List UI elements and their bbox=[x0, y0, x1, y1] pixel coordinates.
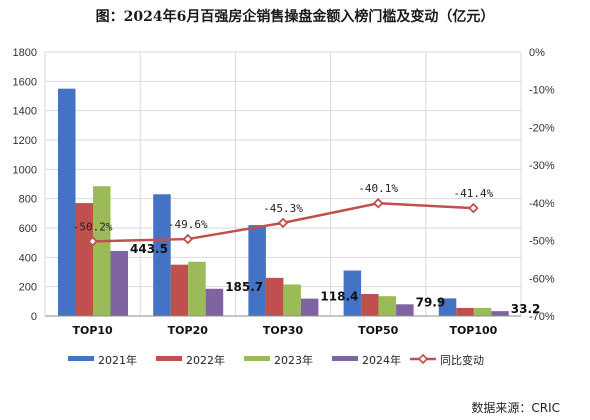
data-labels: 443.5 185.7 118.4 79.9 33.2 -50.2% -49.6% -45.3… bbox=[73, 182, 541, 316]
yoy-label: -50.2% bbox=[73, 220, 113, 233]
yoy-marker bbox=[277, 217, 289, 229]
yoy-label: -41.4% bbox=[454, 187, 494, 200]
legend-2024-label: 2024年 bbox=[362, 353, 401, 367]
yoy-label: -40.1% bbox=[358, 182, 398, 195]
x-tick-label: TOP30 bbox=[263, 324, 304, 337]
legend-2022-label: 2022年 bbox=[186, 353, 225, 367]
bar-2024年-TOP10 bbox=[110, 250, 128, 316]
y-right-tick-label: 0% bbox=[529, 47, 545, 59]
yoy-label: -49.6% bbox=[168, 218, 208, 231]
legend: 2021年 2022年 2023年 2024年 同比变动 bbox=[68, 353, 484, 367]
bar-2022年-TOP20 bbox=[170, 264, 189, 316]
bar-2023年-TOP10 bbox=[93, 186, 111, 316]
chart-title: 图：2024年6月百强房企销售操盘金额入榜门槛及变动（亿元） bbox=[96, 8, 495, 25]
yoy-label: -45.3% bbox=[263, 202, 303, 215]
bar-2021年-TOP10 bbox=[58, 88, 76, 317]
legend-2023-label: 2023年 bbox=[274, 353, 313, 367]
y-left-tick-label: 1600 bbox=[13, 76, 37, 88]
bar-2024年-TOP20 bbox=[205, 288, 224, 316]
legend-2023-swatch bbox=[244, 356, 270, 361]
y-right-tick-label: -70% bbox=[529, 311, 555, 323]
bar-2024年-TOP50 bbox=[396, 304, 414, 316]
y-right-tick-label: -10% bbox=[529, 85, 555, 97]
data-label-2024: 33.2 bbox=[511, 302, 541, 316]
bar-2021年-TOP50 bbox=[343, 270, 362, 316]
bar-2022年-TOP50 bbox=[361, 294, 379, 316]
x-tick-label: TOP50 bbox=[358, 324, 399, 337]
yoy-marker bbox=[182, 233, 194, 245]
bar-2021年-TOP30 bbox=[248, 225, 266, 316]
y-left-tick-label: 1000 bbox=[13, 164, 37, 176]
yoy-marker bbox=[87, 236, 98, 247]
data-label-2024: 443.5 bbox=[130, 242, 168, 256]
bar-2023年-TOP50 bbox=[378, 296, 397, 316]
bar-2023年-TOP30 bbox=[283, 284, 301, 316]
bar-group bbox=[58, 88, 509, 317]
bar-2024年-TOP100 bbox=[491, 311, 509, 316]
y-left-tick-label: 400 bbox=[19, 252, 37, 264]
bar-2021年-TOP100 bbox=[438, 298, 457, 316]
x-tick-label: TOP20 bbox=[168, 324, 209, 337]
yoy-marker bbox=[372, 197, 384, 209]
legend-2021-label: 2021年 bbox=[98, 353, 137, 367]
y-right-tick-label: -30% bbox=[529, 160, 555, 172]
legend-2024-swatch bbox=[332, 356, 358, 361]
legend-yoy-marker bbox=[417, 353, 429, 365]
y-left-tick-label: 800 bbox=[19, 194, 37, 206]
x-tick-label: TOP100 bbox=[449, 324, 497, 337]
y-left-tick-label: 200 bbox=[19, 282, 37, 294]
legend-2021-swatch bbox=[68, 356, 94, 361]
bar-2022年-TOP100 bbox=[456, 307, 474, 316]
source-note: 数据来源：CRIC bbox=[471, 400, 560, 415]
bar-2021年-TOP20 bbox=[153, 194, 171, 316]
y-left-tick-label: 0 bbox=[31, 311, 37, 323]
y-right-tick-label: -40% bbox=[529, 198, 555, 210]
y-right-tick-label: -50% bbox=[529, 236, 555, 248]
data-label-2024: 79.9 bbox=[416, 295, 446, 309]
y-right-tick-label: -60% bbox=[529, 273, 555, 285]
yoy-line-group bbox=[87, 197, 479, 247]
x-tick-label: TOP10 bbox=[72, 324, 113, 337]
y-left-tick-label: 1400 bbox=[13, 106, 37, 118]
bar-2022年-TOP10 bbox=[75, 203, 93, 316]
bar-2023年-TOP100 bbox=[473, 307, 492, 316]
legend-2022-swatch bbox=[156, 356, 182, 361]
y-right-tick-label: -20% bbox=[529, 122, 555, 134]
legend-yoy-label: 同比变动 bbox=[440, 353, 484, 367]
gridlines bbox=[44, 51, 522, 316]
data-label-2024: 118.4 bbox=[320, 290, 358, 304]
y-left-tick-label: 600 bbox=[19, 223, 37, 235]
yoy-marker bbox=[468, 202, 479, 214]
bar-2024年-TOP30 bbox=[300, 298, 319, 316]
data-label-2024: 185.7 bbox=[225, 280, 263, 294]
bar-2022年-TOP30 bbox=[265, 277, 284, 316]
axes: 0 200 400 600 800 1000 1200 1400 1600 1800 0% -10% -… bbox=[13, 47, 555, 337]
y-left-tick-label: 1200 bbox=[13, 135, 37, 147]
bar-2023年-TOP20 bbox=[188, 261, 206, 316]
y-left-tick-label: 1800 bbox=[13, 47, 37, 59]
